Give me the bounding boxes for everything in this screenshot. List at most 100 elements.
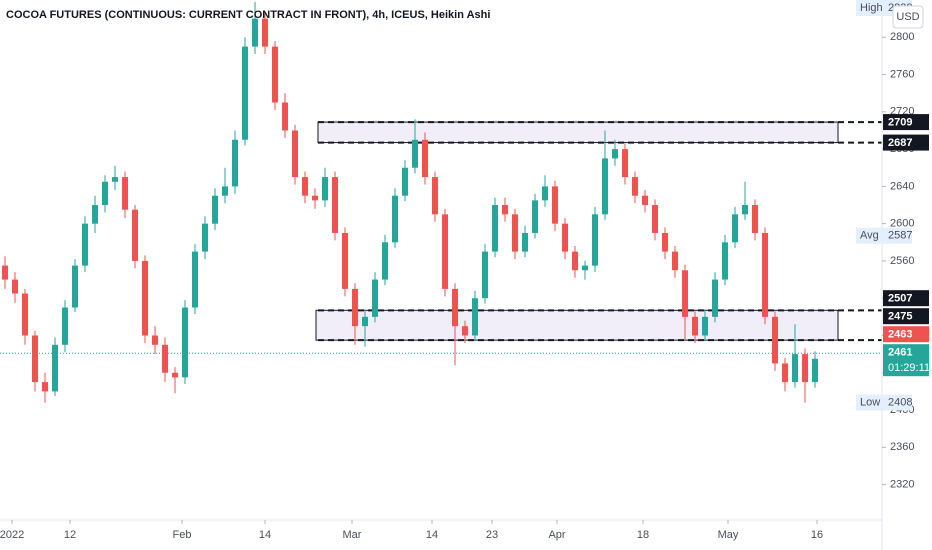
candle-body (492, 205, 498, 252)
stat-name: Low (860, 396, 880, 408)
candle-body (812, 358, 818, 383)
stat-box (856, 227, 888, 244)
price-label-box (883, 326, 929, 343)
candle-body (292, 130, 298, 178)
stat-name: High (860, 2, 883, 14)
candle-body (72, 265, 78, 308)
stat-value-box (886, 394, 912, 411)
price-label: 2461 (888, 347, 912, 359)
candle-body (372, 279, 378, 317)
currency-button[interactable] (892, 5, 924, 29)
candle-body (62, 307, 68, 345)
candle-body (712, 279, 718, 317)
x-tick-label: May (718, 529, 739, 541)
candle-body (672, 251, 678, 271)
candle-body (92, 205, 98, 224)
candle-body (232, 139, 238, 187)
candle-body (252, 18, 258, 47)
price-label: 2507 (888, 293, 912, 305)
candle-body (662, 232, 668, 252)
candle-body (222, 186, 228, 196)
candle-body (752, 205, 758, 233)
candle-body (22, 293, 28, 336)
candle-body (552, 186, 558, 224)
price-label-box (883, 344, 929, 377)
candle-body (122, 177, 128, 210)
candle-body (612, 149, 618, 159)
zone (315, 309, 839, 341)
candle-body (132, 209, 138, 261)
stat-value: 2587 (888, 230, 912, 242)
candle-body (432, 177, 438, 215)
candle-body (592, 214, 598, 266)
price-label-box (883, 134, 929, 151)
x-tick-label: 2022 (0, 529, 24, 541)
candle-body (682, 270, 688, 317)
price-label: 2687 (888, 137, 912, 149)
candle-body (442, 214, 448, 289)
currency[interactable]: USD (896, 11, 919, 23)
candle-body (502, 205, 508, 215)
x-tick-label: 16 (811, 529, 823, 541)
candle-body (212, 195, 218, 224)
x-tick-label: Feb (173, 529, 192, 541)
candle-body (572, 251, 578, 271)
candle-body (622, 149, 628, 178)
price-label-box (883, 290, 929, 307)
candle-body (352, 288, 358, 327)
x-tick-label: Mar (343, 529, 362, 541)
candle-body (542, 186, 548, 201)
candle-body (562, 223, 568, 252)
candle-body (692, 316, 698, 336)
chart-title: COCOA FUTURES (CONTINUOUS: CURRENT CONTR… (6, 9, 490, 21)
candle-body (462, 326, 468, 336)
candle-body (512, 214, 518, 252)
candle-body (472, 298, 478, 336)
candle-body (242, 46, 248, 140)
x-tick-label: 23 (486, 529, 498, 541)
candle-body (392, 195, 398, 243)
candle-body (162, 344, 168, 373)
stat-value-box (886, 227, 912, 244)
candle-body (642, 195, 648, 206)
price-axis (882, 0, 932, 550)
countdown: 01:29:11 (888, 362, 930, 374)
price-label-box (883, 114, 929, 131)
y-tick-label: 2800 (890, 31, 914, 43)
stat-box (856, 0, 888, 16)
plot-area (0, 1, 882, 403)
x-tick-label: 18 (637, 529, 649, 541)
candle-body (32, 335, 38, 383)
candle-body (762, 232, 768, 317)
candle-body (802, 354, 808, 383)
candle-body (782, 363, 788, 383)
candle-body (652, 205, 658, 233)
y-tick-label: 2760 (890, 68, 914, 80)
stat-value: 2408 (888, 396, 912, 408)
price-label: 2709 (888, 116, 912, 128)
stat-box (856, 394, 888, 411)
candle-body (412, 139, 418, 168)
candle-body (192, 251, 198, 308)
candle-body (452, 288, 458, 327)
candle-body (312, 195, 318, 201)
candle-body (42, 382, 48, 392)
candle-body (52, 344, 58, 392)
y-tick-label: 2640 (890, 180, 914, 192)
stat-name: Avg (860, 230, 879, 242)
candle-body (732, 214, 738, 243)
y-tick-label: 2560 (890, 255, 914, 267)
candle-body (722, 242, 728, 280)
candle-body (182, 307, 188, 378)
candle-body (742, 205, 748, 215)
y-tick-label: 2360 (890, 441, 914, 453)
y-tick-label: 2600 (890, 218, 914, 230)
candle-body (262, 18, 268, 47)
candle-body (282, 102, 288, 131)
x-tick-label: 14 (426, 529, 438, 541)
candle-body (332, 177, 338, 233)
candle-body (142, 260, 148, 336)
